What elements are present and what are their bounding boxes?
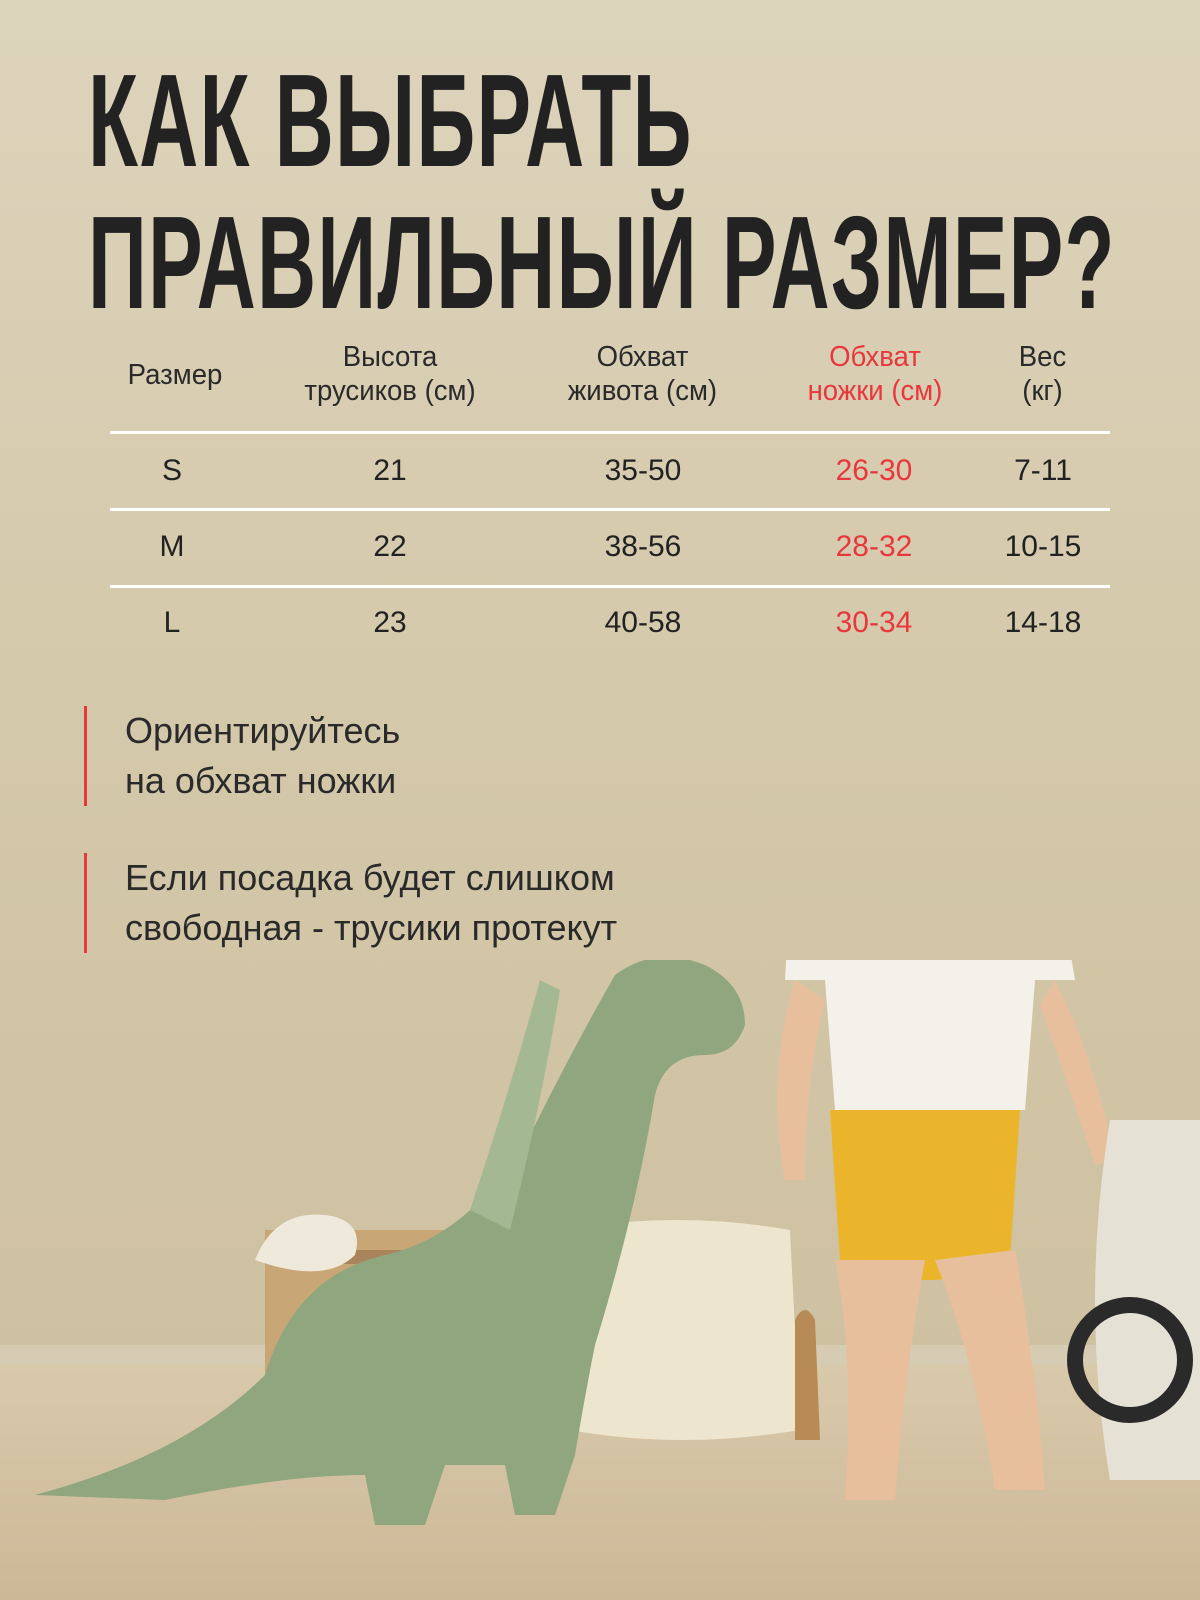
- table-cell: 10-15: [1004, 530, 1082, 563]
- table-cell: 38-56: [604, 530, 682, 563]
- header-height: Высота трусиков (см): [304, 341, 476, 407]
- note-leg: Ориентируйтесь на обхват ножки: [84, 706, 400, 806]
- table-cell: 21: [373, 454, 407, 487]
- note-fit: Если посадка будет слишком свободная - тр…: [84, 853, 617, 953]
- knit-blanket: [560, 1220, 800, 1440]
- table-cell: 40-58: [604, 606, 682, 639]
- table-cell: 23: [373, 606, 407, 639]
- divider: [110, 431, 1110, 434]
- header-waist: Обхват живота (см): [567, 341, 718, 407]
- page-title: КАК ВЫБРАТЬ ПРАВИЛЬНЫЙ РАЗМЕР?: [88, 50, 1116, 334]
- title-line-2: ПРАВИЛЬНЫЙ РАЗМЕР?: [88, 189, 1116, 336]
- table-cell: S: [161, 454, 182, 487]
- giraffe-toy: [795, 1310, 820, 1440]
- table-cell: 14-18: [1004, 606, 1082, 639]
- divider: [110, 508, 1110, 511]
- ride-on-car: [1067, 1120, 1200, 1480]
- bunny-plush: [255, 1214, 357, 1272]
- divider: [110, 585, 1110, 588]
- table-cell: 7-11: [1014, 454, 1072, 487]
- dinosaur-plush: [35, 960, 745, 1525]
- header-size: Размер: [127, 359, 223, 391]
- table-cell: 26-30: [835, 454, 913, 487]
- header-leg: Обхват ножки (см): [807, 341, 943, 407]
- table-cell: 28-32: [835, 530, 913, 563]
- title-line-1: КАК ВЫБРАТЬ: [88, 47, 693, 194]
- table-cell: 22: [373, 530, 407, 563]
- table-cell: 30-34: [835, 606, 913, 639]
- table-cell: M: [159, 530, 185, 563]
- header-weight: Вес (кг): [1018, 341, 1067, 407]
- table-cell: 35-50: [604, 454, 682, 487]
- baby: [777, 960, 1115, 1500]
- photo-scene: [35, 960, 1200, 1525]
- table-cell: L: [163, 606, 181, 639]
